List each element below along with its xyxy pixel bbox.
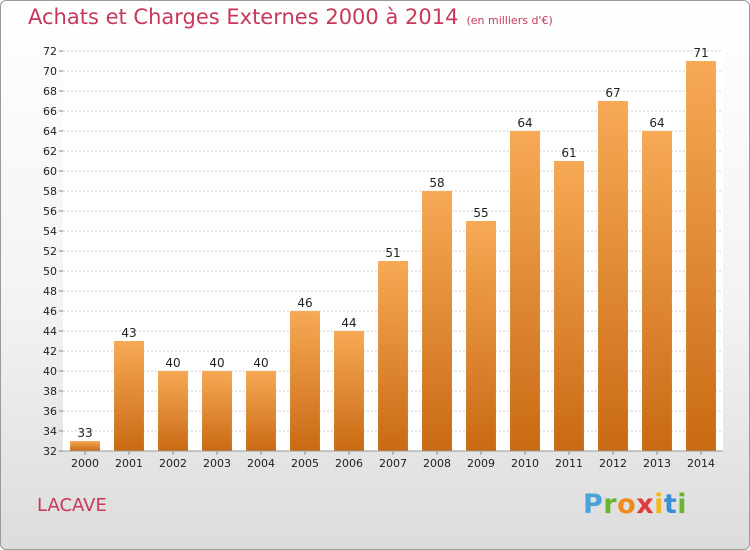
y-tick-label: 70	[43, 65, 57, 78]
logo-letter: i	[677, 489, 688, 520]
y-tick-label: 50	[43, 265, 57, 278]
x-tick-label: 2007	[379, 457, 407, 470]
bars: 33 43 40 40 40 46 44 51 58 55 64 61 67 64 71	[70, 46, 716, 451]
proxiti-logo: Proxiti	[583, 489, 687, 520]
y-tick-label: 46	[43, 305, 57, 318]
y-tick-label: 66	[43, 105, 57, 118]
x-tick-label: 2001	[115, 457, 143, 470]
data-label: 44	[341, 316, 356, 330]
data-label: 33	[77, 426, 92, 440]
x-tick-label: 2010	[511, 457, 539, 470]
y-tick-label: 58	[43, 185, 57, 198]
bar	[598, 101, 628, 451]
y-tick-label: 68	[43, 85, 57, 98]
x-tick-label: 2005	[291, 457, 319, 470]
bar	[642, 131, 672, 451]
y-tick-label: 64	[43, 125, 57, 138]
chart-title: Achats et Charges Externes 2000 à 2014 (e…	[28, 5, 553, 29]
bar	[158, 371, 188, 451]
logo-letter: i	[654, 489, 664, 520]
data-label: 64	[517, 116, 532, 130]
y-tick-label: 62	[43, 145, 57, 158]
logo-letter: t	[663, 489, 678, 520]
chart-unit: (en milliers d'€)	[466, 14, 553, 27]
chart-title-text: Achats et Charges Externes 2000 à 2014	[28, 5, 459, 29]
data-label: 43	[121, 326, 136, 340]
bar	[466, 221, 496, 451]
x-tick-label: 2003	[203, 457, 231, 470]
bar	[202, 371, 232, 451]
data-label: 61	[561, 146, 576, 160]
data-label: 55	[473, 206, 488, 220]
data-label: 40	[209, 356, 224, 370]
bar	[510, 131, 540, 451]
data-label: 58	[429, 176, 444, 190]
x-tick-label: 2012	[599, 457, 627, 470]
y-tick-label: 52	[43, 245, 57, 258]
x-tick-label: 2011	[555, 457, 583, 470]
bar	[334, 331, 364, 451]
y-tick-label: 44	[43, 325, 57, 338]
data-label: 71	[693, 46, 708, 60]
data-label: 51	[385, 246, 400, 260]
bar	[114, 341, 144, 451]
bar	[246, 371, 276, 451]
data-label: 40	[165, 356, 180, 370]
x-tick-label: 2002	[159, 457, 187, 470]
data-label: 64	[649, 116, 664, 130]
y-tick-label: 38	[43, 385, 57, 398]
x-tick-label: 2004	[247, 457, 275, 470]
y-tick-label: 48	[43, 285, 57, 298]
data-label: 46	[297, 296, 312, 310]
y-tick-label: 60	[43, 165, 57, 178]
y-tick-label: 32	[43, 445, 57, 458]
logo-letter: P	[583, 489, 604, 520]
x-tick-label: 2009	[467, 457, 495, 470]
logo-letter: o	[617, 489, 637, 520]
bar	[686, 61, 716, 451]
location-label: LACAVE	[37, 495, 107, 516]
data-label: 40	[253, 356, 268, 370]
y-tick-label: 36	[43, 405, 57, 418]
bar	[290, 311, 320, 451]
data-label: 67	[605, 86, 620, 100]
bar	[70, 441, 100, 451]
bar	[554, 161, 584, 451]
y-tick-label: 72	[43, 45, 57, 58]
bar	[422, 191, 452, 451]
logo-letter: x	[636, 489, 655, 520]
y-tick-label: 56	[43, 205, 57, 218]
x-axis-ticks: 2000 2001 2002 2003 2004 2005 2006 2007 2008 2009…	[71, 451, 715, 470]
y-tick-label: 54	[43, 225, 57, 238]
y-tick-label: 40	[43, 365, 57, 378]
x-tick-label: 2008	[423, 457, 451, 470]
y-axis-ticks: 32 34 36 38 40 42 44 46 48 50 52 54 56 58 60 62 64 66 68 70…	[43, 45, 63, 458]
y-tick-label: 34	[43, 425, 57, 438]
x-tick-label: 2000	[71, 457, 99, 470]
x-tick-label: 2013	[643, 457, 671, 470]
y-tick-label: 42	[43, 345, 57, 358]
bar	[378, 261, 408, 451]
x-tick-label: 2014	[687, 457, 715, 470]
x-tick-label: 2006	[335, 457, 363, 470]
logo-letter: r	[603, 489, 618, 520]
